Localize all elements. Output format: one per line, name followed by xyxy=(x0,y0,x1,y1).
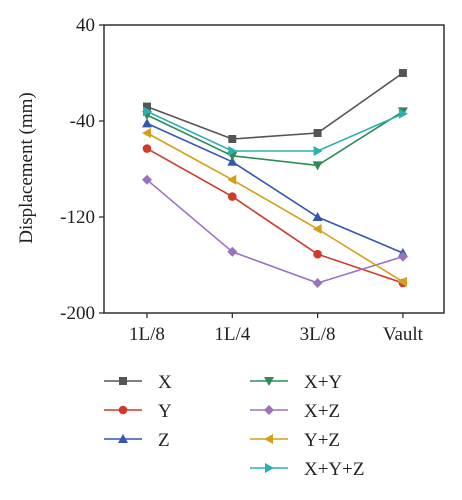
axes: 40 -40 -120 -200 1L/8 1L/4 3L/8 Vault xyxy=(60,15,445,345)
data-point-y xyxy=(313,249,322,259)
legend-item-y-z: Y+Z xyxy=(250,430,340,451)
data-point-x xyxy=(143,102,151,111)
data-point-x-y-z xyxy=(143,106,152,117)
legend-marker-x-y-z xyxy=(265,463,274,473)
legend-marker-x-y xyxy=(264,377,274,386)
data-point-x-z xyxy=(397,251,408,262)
series-x-z xyxy=(142,174,408,288)
legend-label-x-y-z: X+Y+Z xyxy=(304,459,364,480)
legend-label-y-z: Y+Z xyxy=(304,430,340,451)
data-point-x xyxy=(313,129,322,137)
legend-item-x-z: X+Z xyxy=(250,401,340,422)
legend-item-y: Y xyxy=(104,401,172,422)
legend-item-z: Z xyxy=(104,430,170,451)
legend-marker-x xyxy=(119,377,127,385)
data-point-y xyxy=(142,144,152,153)
data-point-z xyxy=(312,212,323,221)
data-point-x xyxy=(228,135,237,143)
x-tick-label: Vault xyxy=(383,324,424,345)
legend-marker-z xyxy=(118,434,128,443)
y-tick-label: -40 xyxy=(70,111,95,132)
data-point-x-y-z xyxy=(228,146,238,156)
legend-label-x: X xyxy=(158,372,172,393)
series-y xyxy=(142,144,408,288)
y-tick-label: -200 xyxy=(60,303,95,324)
y-tick-label: -120 xyxy=(60,207,95,228)
plot-frame xyxy=(103,24,445,314)
series-z xyxy=(142,118,408,257)
series-line-z xyxy=(146,122,404,254)
y-tick-label: 40 xyxy=(76,15,95,36)
legend-label-y: Y xyxy=(158,401,172,422)
data-point-x-y-z xyxy=(313,146,323,156)
legend-marker-y-z xyxy=(264,434,273,444)
data-point-x-z xyxy=(142,174,152,185)
data-point-y-z xyxy=(142,128,151,138)
series-x xyxy=(143,69,407,143)
legend-marker-x-z xyxy=(264,405,274,415)
data-point-x-z xyxy=(227,246,238,257)
series-layer xyxy=(142,69,408,288)
data-point-y-z xyxy=(312,224,322,234)
series-line-y-z xyxy=(146,132,404,283)
data-point-x-z xyxy=(312,278,323,288)
legend-label-x-z: X+Z xyxy=(304,401,340,422)
series-line-x-y-z xyxy=(146,110,404,152)
x-tick-label: 1L/4 xyxy=(214,324,250,345)
legend-marker-y xyxy=(118,405,128,415)
data-point-y-z xyxy=(227,174,237,185)
series-x-y-z xyxy=(143,106,408,156)
legend: XYZ X+Y X+Z Y+Z X+Y+Z xyxy=(104,372,364,480)
series-line-y xyxy=(146,147,404,284)
y-axis-title: Displacement (mm) xyxy=(16,92,37,243)
data-point-y-z xyxy=(397,276,407,287)
series-line-x xyxy=(146,72,404,140)
series-line-x-y xyxy=(146,110,404,167)
legend-item-x: X xyxy=(104,372,172,393)
legend-item-x-y: X+Y xyxy=(250,372,342,393)
x-tick-label: 1L/8 xyxy=(129,324,165,345)
data-point-z xyxy=(142,118,152,128)
data-point-z xyxy=(227,156,238,166)
legend-label-z: Z xyxy=(158,430,170,451)
series-line-x-z xyxy=(146,179,404,284)
data-point-x-y xyxy=(312,161,323,171)
data-point-x xyxy=(398,69,407,77)
series-y-z xyxy=(142,128,407,287)
data-point-x-y-z xyxy=(398,108,408,119)
x-tick-label: 3L/8 xyxy=(300,324,336,345)
legend-label-x-y: X+Y xyxy=(304,372,342,393)
data-point-y xyxy=(228,192,237,201)
legend-item-x-y-z: X+Y+Z xyxy=(250,459,364,480)
